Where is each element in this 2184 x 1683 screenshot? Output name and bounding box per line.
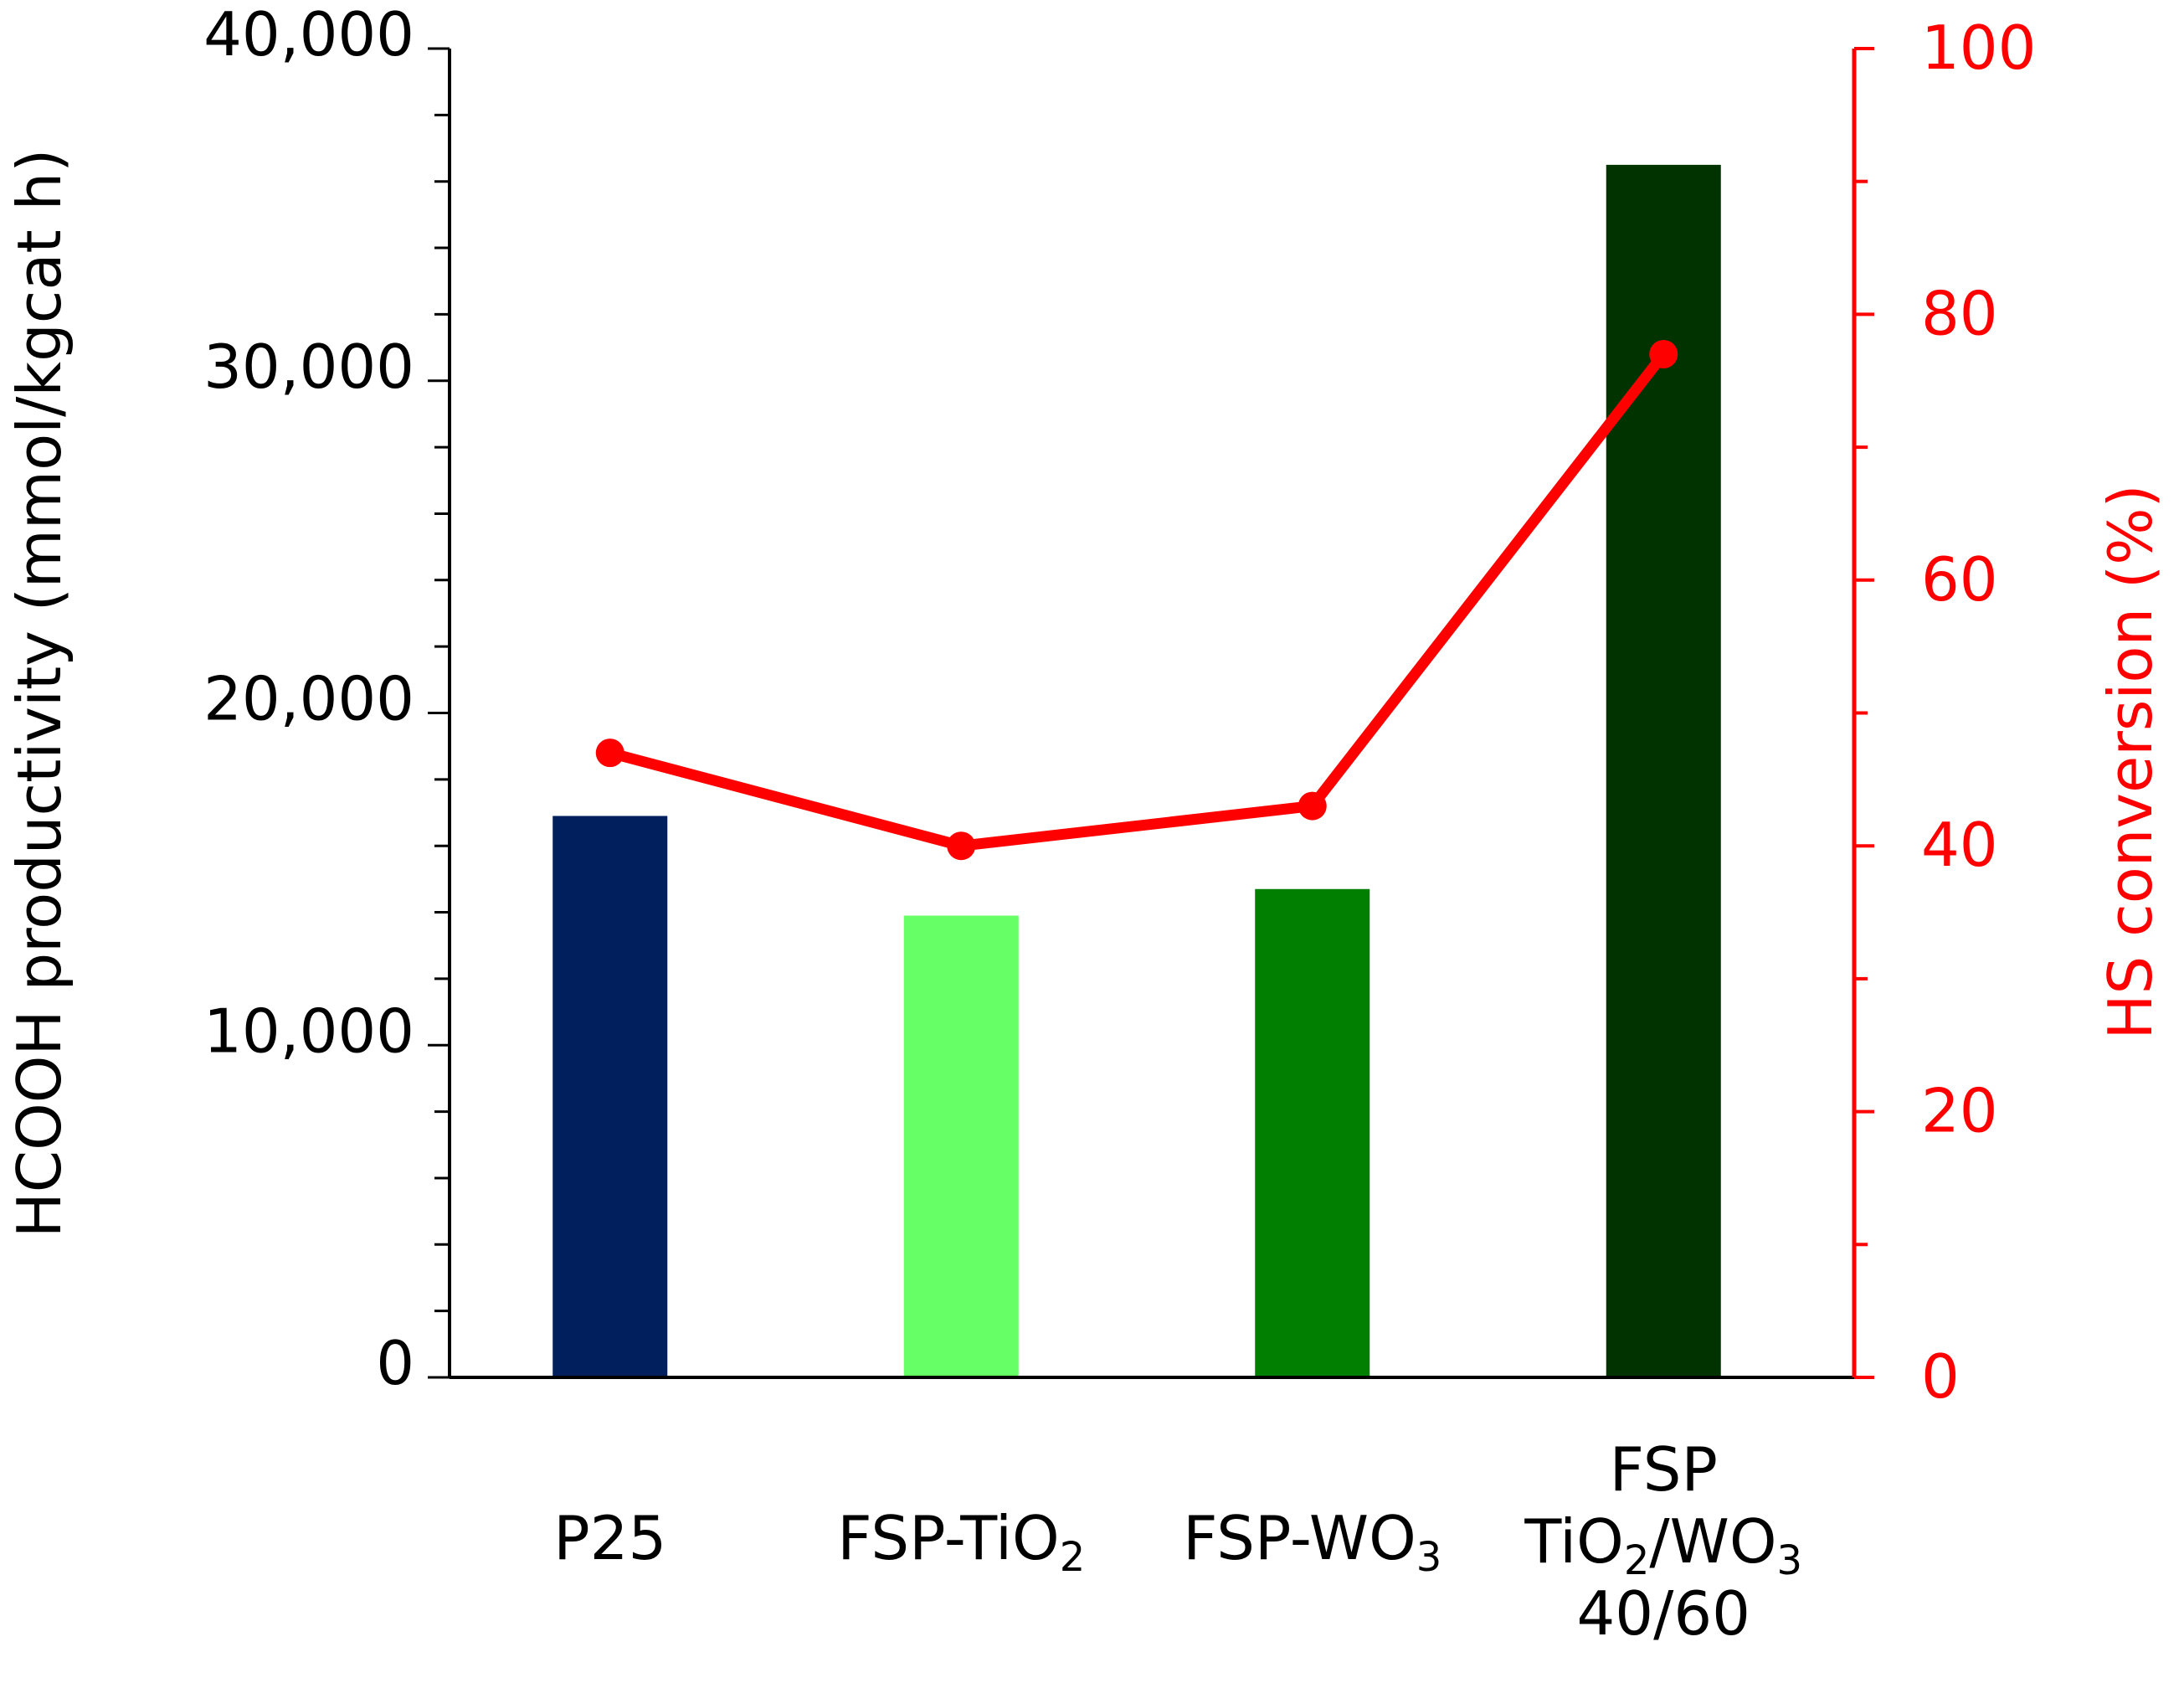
category-label: TiO2/WO3 [1524, 1506, 1802, 1584]
right-tick-label: 0 [1921, 1341, 1960, 1412]
bar-2 [903, 915, 1019, 1377]
left-tick-label: 40,000 [203, 0, 414, 69]
conversion-point-2 [947, 831, 976, 861]
category-label: FSP [1610, 1434, 1718, 1505]
conversion-point-4 [1649, 340, 1678, 369]
category-label: 40/60 [1577, 1578, 1751, 1649]
conversion-point-3 [1298, 791, 1327, 821]
conversion-line [604, 348, 1669, 852]
left-axis: 0 10,000 20,000 30,000 40,000 [203, 0, 1854, 1398]
axis-titles: HCOOH productivity (mmol/kgcat h) HS con… [4, 149, 2166, 1238]
left-tick-label: 20,000 [203, 664, 414, 734]
category-label: FSP-TiO2 [837, 1503, 1085, 1581]
left-tick-label: 10,000 [203, 996, 414, 1066]
bar-series [552, 164, 1721, 1377]
right-tick-label: 100 [1921, 13, 2036, 83]
right-axis-title: HS conversion (%) [2095, 484, 2166, 1039]
left-tick-label: 0 [376, 1328, 414, 1398]
conversion-point-1 [595, 739, 624, 768]
left-axis-title: HCOOH productivity (mmol/kgcat h) [4, 149, 75, 1238]
bar-3 [1255, 888, 1370, 1377]
right-tick-label: 80 [1921, 278, 1998, 348]
line-series [595, 340, 1678, 861]
category-label: FSP-WO3 [1183, 1503, 1441, 1581]
right-axis: 0 20 40 60 80 100 [1852, 13, 2036, 1412]
right-tick-label: 20 [1921, 1076, 1998, 1146]
right-tick-label: 60 [1921, 544, 1998, 615]
right-tick-label: 40 [1921, 810, 1998, 880]
bar-1 [552, 816, 668, 1377]
left-tick-label: 30,000 [203, 332, 414, 402]
category-label: P25 [553, 1503, 666, 1573]
